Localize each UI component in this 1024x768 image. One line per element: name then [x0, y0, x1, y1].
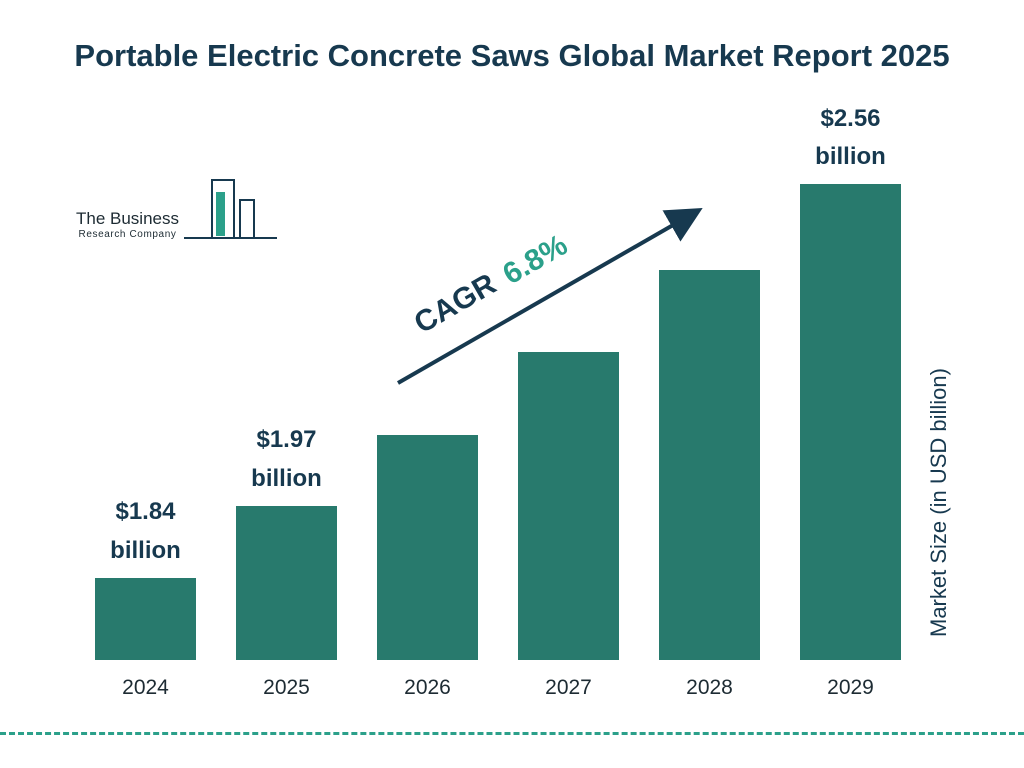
bar-2028 [659, 270, 760, 660]
logo-line2: Research Company [78, 229, 177, 240]
x-axis-label-2026: 2026 [404, 676, 451, 699]
bar-value-label-2024: $1.84 billion [110, 498, 181, 564]
bar-2025 [236, 506, 337, 660]
bar-2027 [518, 352, 619, 660]
bar-value-label-2029: $2.56 billion [815, 104, 886, 171]
company-logo: The Business Research Company [76, 178, 279, 244]
x-axis-label-2027: 2027 [545, 676, 592, 699]
bar-chart-logo-icon [184, 179, 277, 239]
bar-group-2026: 2026 [377, 100, 478, 700]
logo-line1: The Business [76, 209, 179, 228]
bar-2024 [95, 578, 196, 660]
y-axis-label: Market Size (in USD billion) [926, 368, 951, 638]
x-axis-label-2024: 2024 [122, 676, 169, 699]
x-axis-label-2025: 2025 [263, 676, 310, 699]
x-axis-label-2028: 2028 [686, 676, 733, 699]
bar-chart: $1.84 billion 2024 $1.97 billion 2025 2026 20… [95, 100, 901, 700]
bottom-dashed-divider [0, 732, 1024, 735]
bar-group-2025: $1.97 billion 2025 [236, 100, 337, 700]
x-axis-label-2029: 2029 [827, 676, 874, 699]
bar-value-label-2025: $1.97 billion [251, 426, 322, 492]
bar-group-2024: $1.84 billion 2024 [95, 100, 196, 700]
bar-2029 [800, 184, 901, 661]
page-title: Portable Electric Concrete Saws Global M… [74, 38, 950, 73]
company-logo-text: The Business Research Company [76, 209, 179, 244]
bar-group-2027: 2027 [518, 100, 619, 700]
bar-2026 [377, 435, 478, 660]
bar-group-2029: $2.56 billion 2029 [800, 100, 901, 700]
bar-group-2028: 2028 [659, 100, 760, 700]
